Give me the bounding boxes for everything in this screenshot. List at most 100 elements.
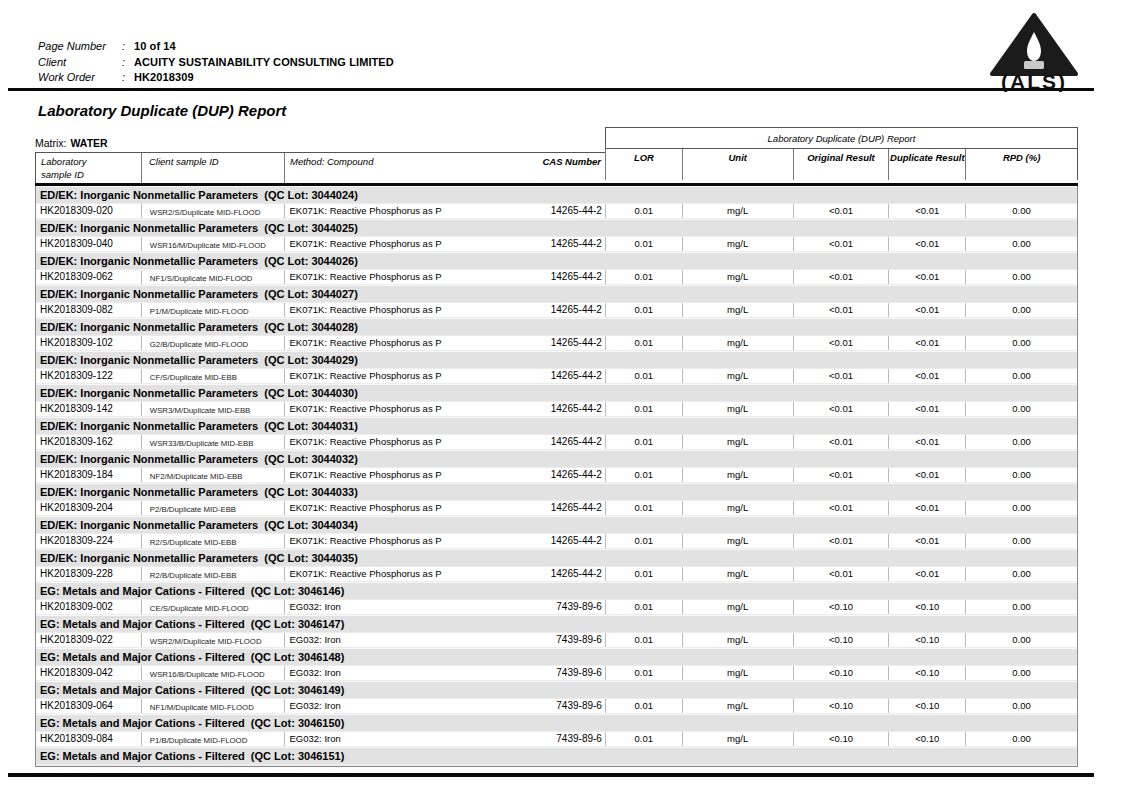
cell-client: WSR33/B/Duplicate MID-EBB <box>141 435 284 449</box>
table-row: HK2018309-122CF/S/Duplicate MID-EBBEK071… <box>36 369 1077 383</box>
cell-lor: 0.01 <box>605 204 682 218</box>
cell-method: EG032: Iron <box>284 600 511 614</box>
table-row: HK2018309-084P1/B/Duplicate MID-FLOODEG0… <box>36 732 1077 746</box>
section-header: ED/EK: Inorganic Nonmetallic Parameters … <box>36 285 1077 302</box>
table-header-left: Matrix: WATER Laboratory sample ID Clien… <box>35 127 605 183</box>
cell-method: EK071K: Reactive Phosphorus as P <box>284 501 511 515</box>
cell-dup: <0.01 <box>888 204 965 218</box>
cell-dup: <0.01 <box>888 567 965 581</box>
section-header: EG: Metals and Major Cations - Filtered … <box>36 582 1077 599</box>
cell-dup: <0.01 <box>888 468 965 482</box>
cell-orig: <0.01 <box>793 468 889 482</box>
cell-dup: <0.10 <box>888 666 965 680</box>
cell-orig: <0.01 <box>793 501 889 515</box>
cell-client: NF1/S/Duplicate MID-FLOOD <box>141 270 284 284</box>
cell-rpd: 0.00 <box>965 699 1077 713</box>
cell-dup: <0.01 <box>888 237 965 251</box>
cell-unit: mg/L <box>682 699 793 713</box>
table-row: HK2018309-102G2/B/Duplicate MID-FLOODEK0… <box>36 336 1077 350</box>
cell-orig: <0.01 <box>793 402 889 416</box>
cell-lor: 0.01 <box>605 732 682 746</box>
cell-client: WSR2/S/Duplicate MID-FLOOD <box>141 204 284 218</box>
cell-dup: <0.10 <box>888 699 965 713</box>
section-header: EG: Metals and Major Cations - Filtered … <box>36 615 1077 632</box>
cell-unit: mg/L <box>682 567 793 581</box>
section-header: ED/EK: Inorganic Nonmetallic Parameters … <box>36 351 1077 368</box>
table-row: HK2018309-022WSR2/M/Duplicate MID-FLOODE… <box>36 633 1077 647</box>
column-header-line: sample ID <box>41 169 141 180</box>
cell-orig: <0.10 <box>793 600 889 614</box>
table-row: HK2018309-224R2/S/Duplicate MID-EBBEK071… <box>36 534 1077 548</box>
cell-client: G2/B/Duplicate MID-FLOOD <box>141 336 284 350</box>
cell-method: EK071K: Reactive Phosphorus as P <box>284 567 511 581</box>
cell-client: CE/S/Duplicate MID-FLOOD <box>141 600 284 614</box>
cell-rpd: 0.00 <box>965 666 1077 680</box>
cell-lab: HK2018309-040 <box>36 237 141 251</box>
cell-dup: <0.01 <box>888 501 965 515</box>
table-row: HK2018309-064NF1/M/Duplicate MID-FLOODEG… <box>36 699 1077 713</box>
cell-lor: 0.01 <box>605 534 682 548</box>
section-header: ED/EK: Inorganic Nonmetallic Parameters … <box>36 186 1077 203</box>
cell-unit: mg/L <box>682 303 793 317</box>
cell-method: EK071K: Reactive Phosphorus as P <box>284 270 511 284</box>
column-header-method-compound: Method: Compound <box>284 153 511 183</box>
cell-rpd: 0.00 <box>965 369 1077 383</box>
cell-lab: HK2018309-042 <box>36 666 141 680</box>
section-header: EG: Metals and Major Cations - Filtered … <box>36 681 1077 698</box>
cell-method: EK071K: Reactive Phosphorus as P <box>284 435 511 449</box>
section-header: ED/EK: Inorganic Nonmetallic Parameters … <box>36 384 1077 401</box>
cell-cas: 7439-89-6 <box>510 732 605 746</box>
cell-rpd: 0.00 <box>965 435 1077 449</box>
matrix-value: WATER <box>71 137 108 149</box>
table-row: HK2018309-162WSR33/B/Duplicate MID-EBBEK… <box>36 435 1077 449</box>
cell-unit: mg/L <box>682 336 793 350</box>
cell-cas: 7439-89-6 <box>510 633 605 647</box>
field-label: Work Order <box>38 70 122 86</box>
cell-rpd: 0.00 <box>965 402 1077 416</box>
cell-orig: <0.10 <box>793 633 889 647</box>
cell-orig: <0.01 <box>793 435 889 449</box>
cell-client: WSR16/B/Duplicate MID-FLOOD <box>141 666 284 680</box>
dup-report-table: Matrix: WATER Laboratory sample ID Clien… <box>35 127 1078 767</box>
cell-client: WSR2/M/Duplicate MID-FLOOD <box>141 633 284 647</box>
field-label: Page Number <box>38 39 122 55</box>
cell-method: EK071K: Reactive Phosphorus as P <box>284 204 511 218</box>
cell-orig: <0.01 <box>793 237 889 251</box>
cell-dup: <0.01 <box>888 534 965 548</box>
table-header: Matrix: WATER Laboratory sample ID Clien… <box>35 127 1078 183</box>
cell-lab: HK2018309-162 <box>36 435 141 449</box>
cell-lor: 0.01 <box>605 600 682 614</box>
cell-rpd: 0.00 <box>965 270 1077 284</box>
cell-cas: 7439-89-6 <box>510 699 605 713</box>
cell-method: EG032: Iron <box>284 732 511 746</box>
cell-lor: 0.01 <box>605 402 682 416</box>
field-page-number: Page Number : 10 of 14 <box>38 39 394 55</box>
table-header-right: Laboratory Duplicate (DUP) Report LOR Un… <box>605 127 1078 183</box>
cell-dup: <0.10 <box>888 732 965 746</box>
als-logo-icon: (ALS) <box>986 12 1082 92</box>
cell-unit: mg/L <box>682 633 793 647</box>
cell-orig: <0.01 <box>793 336 889 350</box>
cell-lab: HK2018309-020 <box>36 204 141 218</box>
cell-client: CF/S/Duplicate MID-EBB <box>141 369 284 383</box>
cell-lor: 0.01 <box>605 369 682 383</box>
field-separator: : <box>122 70 134 86</box>
section-header: EG: Metals and Major Cations - Filtered … <box>36 648 1077 665</box>
cell-lab: HK2018309-122 <box>36 369 141 383</box>
cell-method: EK071K: Reactive Phosphorus as P <box>284 237 511 251</box>
cell-lor: 0.01 <box>605 468 682 482</box>
column-header-duplicate-result: Duplicate Result <box>888 149 965 180</box>
cell-cas: 14265-44-2 <box>510 369 605 383</box>
cell-lor: 0.01 <box>605 270 682 284</box>
column-header-unit: Unit <box>682 149 793 180</box>
section-header: EG: Metals and Major Cations - Filtered … <box>36 747 1077 764</box>
cell-orig: <0.10 <box>793 732 889 746</box>
cell-unit: mg/L <box>682 732 793 746</box>
cell-rpd: 0.00 <box>965 303 1077 317</box>
field-value: HK2018309 <box>134 70 194 86</box>
cell-lab: HK2018309-224 <box>36 534 141 548</box>
cell-lor: 0.01 <box>605 699 682 713</box>
als-logo: (ALS) <box>986 12 1082 92</box>
table-row: HK2018309-204P2/B/Duplicate MID-EBBEK071… <box>36 501 1077 515</box>
cell-lor: 0.01 <box>605 237 682 251</box>
